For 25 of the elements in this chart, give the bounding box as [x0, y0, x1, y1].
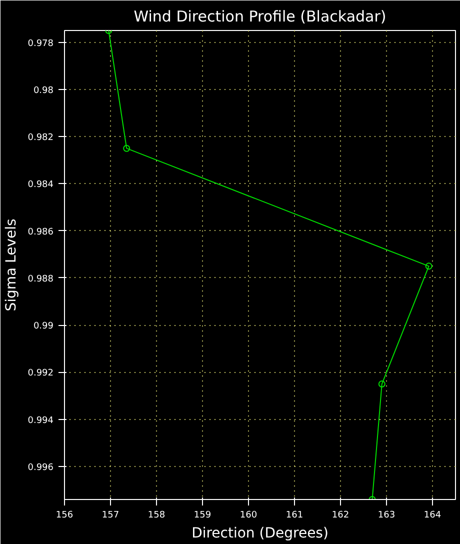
y-tick-label: 0.982: [28, 133, 54, 144]
x-axis-title: Direction (Degrees): [192, 526, 328, 542]
chart-title: Wind Direction Profile (Blackadar): [134, 8, 386, 26]
y-tick-label: 0.984: [28, 180, 54, 190]
y-tick-label: 0.99: [33, 322, 54, 332]
y-tick-label: 0.992: [28, 368, 54, 379]
x-tick-label: 160: [240, 510, 258, 520]
point: [123, 144, 130, 152]
point: [425, 262, 432, 270]
x-tick-label: 162: [332, 510, 350, 520]
y-tick-label: 0.978: [28, 38, 54, 49]
y-tick-label: 0.986: [28, 227, 54, 238]
y-tick-label: 0.98: [33, 86, 54, 96]
x-tick-label: 156: [56, 510, 74, 520]
y-tick-label: 0.988: [28, 274, 54, 284]
x-tick-label: 164: [424, 510, 442, 520]
x-tick-label: 161: [286, 510, 304, 520]
x-tick-label: 157: [102, 510, 120, 520]
y-tick-label: 0.996: [28, 463, 54, 474]
y-tick-label: 0.994: [28, 416, 54, 426]
point: [378, 380, 386, 388]
x-tick-label: 159: [194, 510, 212, 520]
y-axis-title: Sigma Levels: [4, 218, 20, 312]
x-tick-label: 158: [148, 510, 166, 520]
x-tick-label: 163: [378, 510, 396, 520]
